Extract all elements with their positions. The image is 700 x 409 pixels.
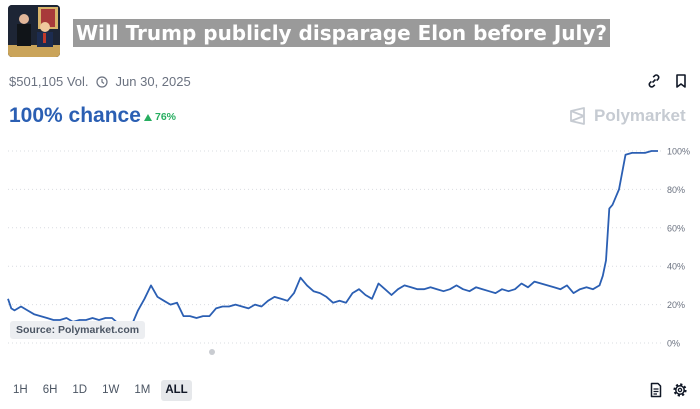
market-title: Will Trump publicly disparage Elon befor… — [73, 19, 610, 47]
range-button-1d[interactable]: 1D — [72, 384, 88, 396]
x-tick-label: 12:00am — [486, 364, 525, 365]
change-value: 76% — [155, 111, 177, 123]
end-date-text: Jun 30, 2025 — [115, 74, 191, 89]
price-chart: 100% 80% 60% 40% 20% 0% 12:00am 12:00pm 12:00am… — [7, 147, 690, 365]
gear-icon[interactable] — [672, 382, 688, 398]
polymarket-brand: Polymarket — [568, 106, 686, 126]
x-tick-label: 12:00am — [266, 364, 305, 365]
change-indicator: 76% — [144, 111, 176, 123]
y-tick-label: 20% — [667, 300, 685, 310]
y-tick-label: 60% — [667, 223, 685, 233]
x-tick-label: 12:00pm — [158, 364, 197, 365]
range-button-all[interactable]: ALL — [161, 380, 192, 401]
link-icon[interactable] — [646, 73, 662, 89]
y-tick-label: 40% — [667, 262, 685, 272]
x-tick-label: 12:00pm — [595, 364, 634, 365]
chart-series-line — [7, 150, 658, 335]
polymarket-logo-icon — [570, 107, 585, 125]
time-range-selector: 1H 6H 1D 1W 1M ALL — [9, 380, 199, 401]
x-tick-label: 12:00pm — [376, 364, 415, 365]
document-icon[interactable] — [648, 382, 664, 398]
y-tick-label: 100% — [667, 147, 690, 157]
triangle-up-icon — [144, 113, 152, 121]
market-thumbnail-image — [8, 5, 60, 57]
source-label: Source: Polymarket.com — [10, 321, 146, 339]
bookmark-icon[interactable] — [673, 73, 689, 89]
range-button-1h[interactable]: 1H — [13, 384, 28, 396]
clock-icon — [95, 75, 108, 88]
market-meta: $501,105 Vol. Jun 30, 2025 — [9, 74, 191, 89]
brand-name: Polymarket — [594, 106, 686, 125]
range-button-6h[interactable]: 6H — [42, 384, 58, 396]
chance-label: 100% chance — [9, 104, 141, 127]
y-tick-label: 80% — [667, 185, 685, 195]
volume-text: $501,105 Vol. — [9, 74, 89, 89]
x-tick-label: 12:00am — [47, 364, 86, 365]
range-button-1w[interactable]: 1W — [102, 384, 120, 396]
range-button-1m[interactable]: 1M — [134, 384, 151, 396]
chart-scroll-handle[interactable] — [209, 349, 215, 355]
y-tick-label: 0% — [667, 339, 680, 349]
